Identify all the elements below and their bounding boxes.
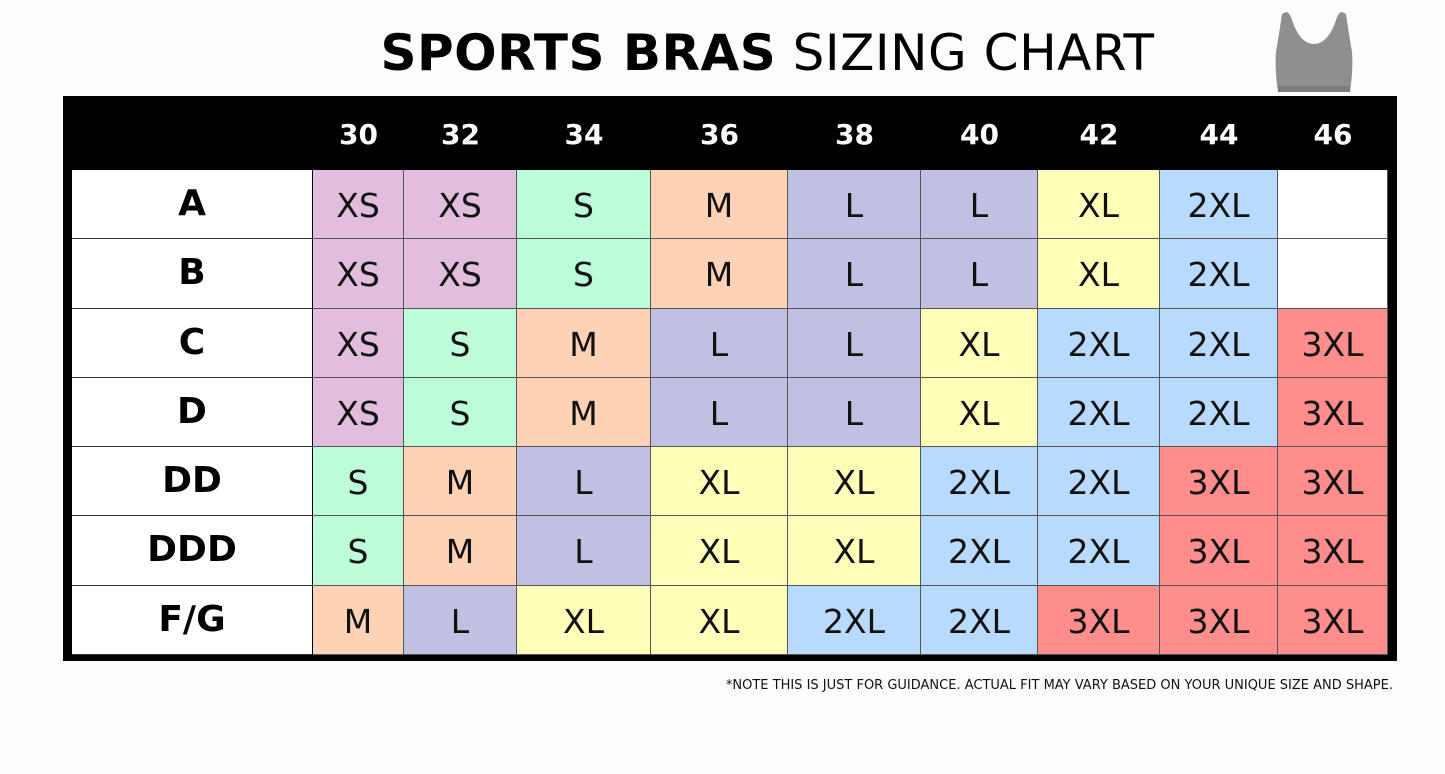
size-cell: M — [517, 309, 651, 378]
size-cell: 2XL — [1160, 170, 1278, 239]
size-cell: L — [404, 586, 517, 655]
size-cell: S — [313, 447, 404, 516]
size-cell: L — [788, 378, 921, 447]
row-label: C — [72, 309, 312, 378]
row-label: DD — [72, 447, 312, 516]
disclaimer-note: *NOTE THIS IS JUST FOR GUIDANCE. ACTUAL … — [725, 678, 1393, 693]
size-cell — [1278, 170, 1388, 239]
size-cell: XL — [651, 586, 788, 655]
row-label: B — [72, 239, 312, 309]
column-header: 40 — [960, 118, 999, 151]
chart-title: SPORTS BRAS SIZING CHART — [0, 24, 1445, 82]
size-cell: XS — [404, 239, 517, 309]
size-cell: L — [788, 170, 921, 239]
size-cell: S — [404, 378, 517, 447]
size-cell: L — [651, 378, 788, 447]
size-cell: S — [404, 309, 517, 378]
column-header: 46 — [1313, 118, 1353, 151]
size-cell: S — [313, 516, 404, 586]
row-label: A — [72, 170, 312, 239]
size-cell: 3XL — [1278, 378, 1388, 447]
column-header: 36 — [700, 118, 739, 151]
size-cell: L — [517, 516, 651, 586]
size-cell: 2XL — [1160, 378, 1278, 447]
size-cell: XS — [404, 170, 517, 239]
size-cell: XL — [517, 586, 651, 655]
size-cell: XS — [313, 239, 404, 309]
size-cell: M — [651, 170, 788, 239]
row-label: DDD — [72, 516, 312, 586]
column-header: 44 — [1199, 118, 1239, 151]
title-light: SIZING CHART — [792, 24, 1155, 82]
size-cell: XL — [788, 516, 921, 586]
size-cell: XL — [1038, 239, 1160, 309]
size-cell: 2XL — [921, 447, 1038, 516]
size-cell: 3XL — [1278, 447, 1388, 516]
size-cell: 2XL — [1160, 239, 1278, 309]
size-cell: 3XL — [1278, 586, 1388, 655]
size-cell: S — [517, 239, 651, 309]
size-cell — [1278, 239, 1388, 309]
size-cell: 2XL — [1038, 516, 1160, 586]
size-cell: 3XL — [1278, 309, 1388, 378]
sports-bra-image — [1275, 12, 1353, 92]
size-cell: 2XL — [1160, 309, 1278, 378]
size-cell: 3XL — [1160, 586, 1278, 655]
size-cell: 2XL — [921, 516, 1038, 586]
column-header: 30 — [339, 118, 378, 151]
size-cell: 3XL — [1278, 516, 1388, 586]
size-cell: L — [921, 170, 1038, 239]
size-cell: XL — [651, 447, 788, 516]
size-cell: 3XL — [1160, 447, 1278, 516]
column-header: 42 — [1079, 118, 1119, 151]
size-cell: M — [313, 586, 404, 655]
size-cell: 2XL — [1038, 447, 1160, 516]
size-cell: L — [788, 309, 921, 378]
column-header: 32 — [441, 118, 480, 151]
size-cell: XL — [921, 309, 1038, 378]
column-header: 34 — [564, 118, 604, 151]
size-cell: XL — [788, 447, 921, 516]
size-cell: M — [404, 447, 517, 516]
column-header: 38 — [835, 118, 874, 151]
size-cell: S — [517, 170, 651, 239]
size-cell: M — [517, 378, 651, 447]
size-cell: 3XL — [1038, 586, 1160, 655]
size-cell: XS — [313, 309, 404, 378]
title-bold: SPORTS BRAS — [380, 24, 777, 82]
size-cell: XS — [313, 170, 404, 239]
size-cell: 2XL — [1038, 309, 1160, 378]
size-cell: L — [921, 239, 1038, 309]
size-cell: 2XL — [921, 586, 1038, 655]
size-cell: 2XL — [1038, 378, 1160, 447]
size-cell: 3XL — [1160, 516, 1278, 586]
size-cell: 2XL — [788, 586, 921, 655]
row-label: F/G — [72, 586, 312, 655]
size-cell: L — [788, 239, 921, 309]
size-cell: XS — [313, 378, 404, 447]
size-cell: L — [651, 309, 788, 378]
size-cell: XL — [651, 516, 788, 586]
size-cell: L — [517, 447, 651, 516]
size-cell: XL — [921, 378, 1038, 447]
size-cell: XL — [1038, 170, 1160, 239]
size-cell: M — [404, 516, 517, 586]
row-label: D — [72, 378, 312, 447]
size-cell: M — [651, 239, 788, 309]
